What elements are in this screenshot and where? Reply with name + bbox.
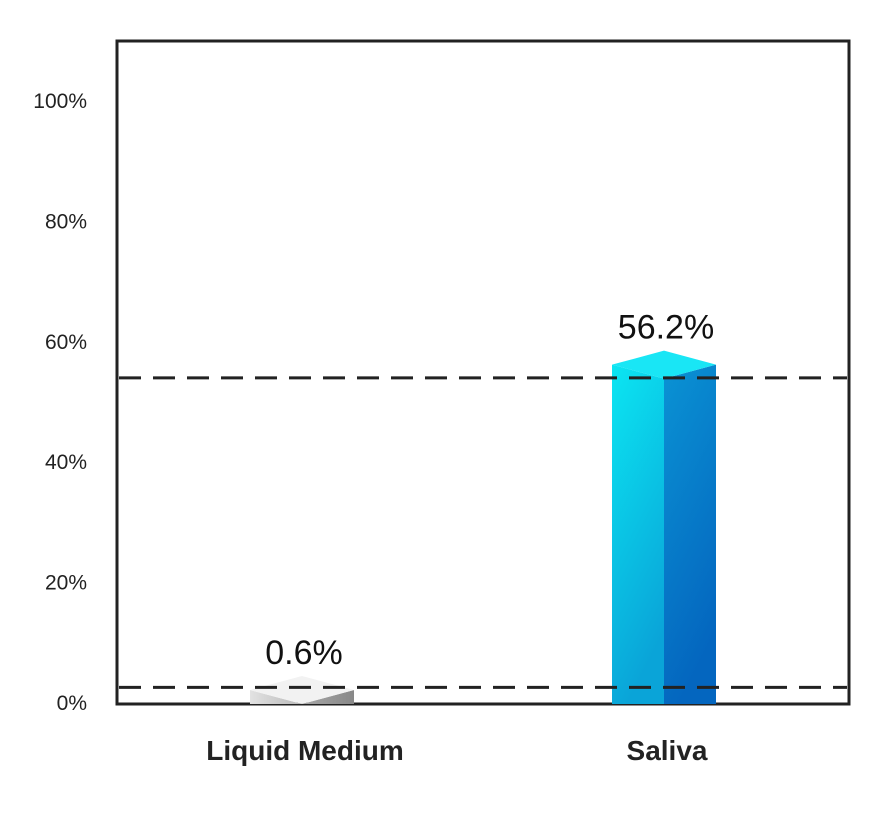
data-labels: 0.6% 56.2% <box>265 309 714 672</box>
data-label: 0.6% <box>265 634 343 672</box>
y-tick-label: 0% <box>57 692 87 715</box>
plot-frame <box>115 39 851 706</box>
category-labels: Liquid Medium Saliva <box>206 735 708 766</box>
y-tick-label: 20% <box>45 572 87 595</box>
bar-saliva <box>612 350 716 704</box>
bar-liquid-medium <box>250 676 354 704</box>
category-label: Liquid Medium <box>206 735 404 766</box>
bars <box>250 350 716 704</box>
bar-top-face <box>612 350 716 379</box>
bar-top-face <box>250 676 354 704</box>
y-tick-label: 60% <box>45 331 87 354</box>
bar-side-face <box>664 364 716 704</box>
y-axis-ticks: 0% 20% 40% 60% 80% 100% <box>33 90 87 715</box>
data-label: 56.2% <box>618 309 714 347</box>
y-tick-label: 100% <box>33 90 87 113</box>
category-label: Saliva <box>627 735 708 766</box>
y-tick-label: 40% <box>45 451 87 474</box>
bar-front-face <box>612 364 664 704</box>
reference-lines <box>119 376 847 689</box>
y-tick-label: 80% <box>45 210 87 233</box>
